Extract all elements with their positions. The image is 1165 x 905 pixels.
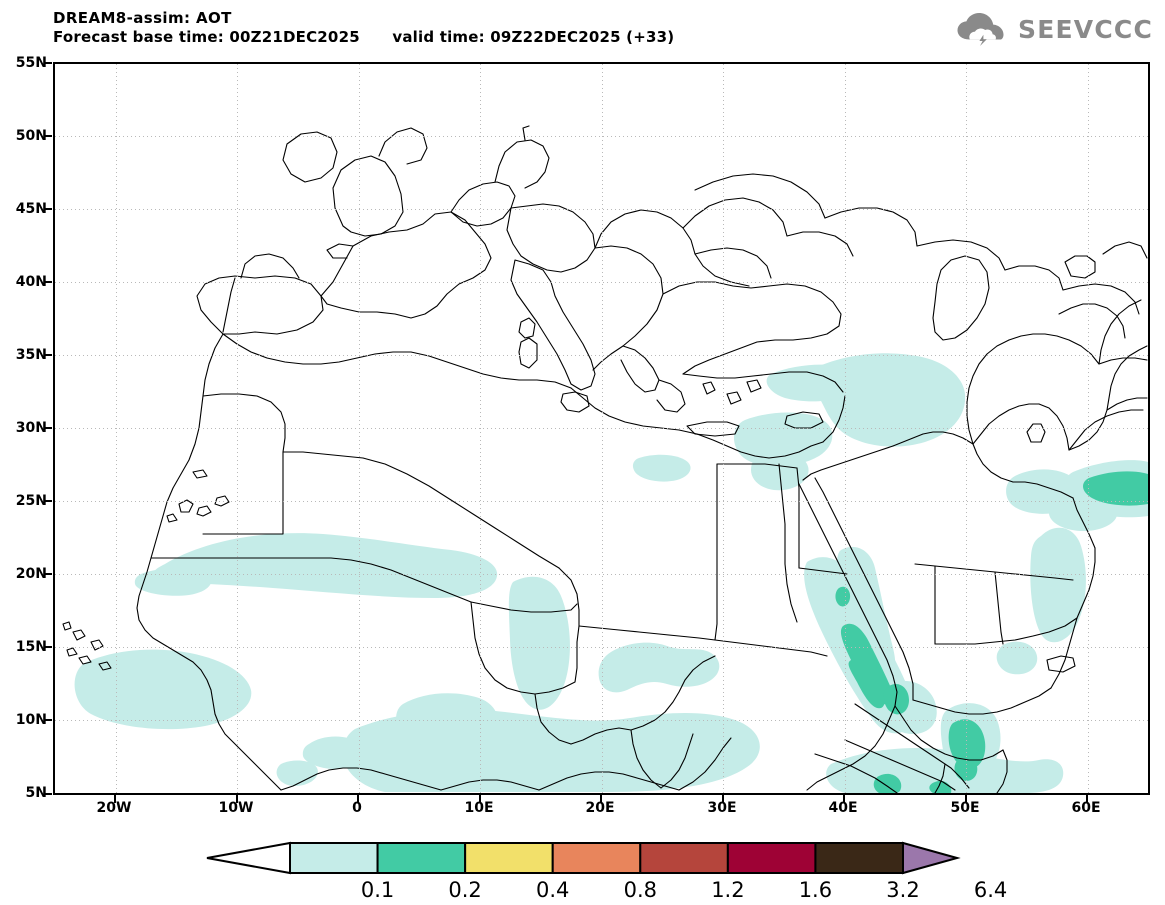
colorbar-tick-0p1: 0.1	[360, 878, 395, 902]
ytick-mark	[44, 208, 52, 210]
gridline-horizontal	[55, 428, 1148, 429]
aot-map	[62, 125, 1148, 793]
xtick-label-10w: 10W	[218, 800, 254, 816]
ytick-label-45n: 45N	[15, 201, 47, 217]
xtick-mark	[600, 795, 602, 803]
map-plot-area[interactable]	[53, 62, 1150, 795]
xtick-label-60e: 60E	[1071, 800, 1101, 816]
ytick-label-15n: 15N	[15, 639, 47, 655]
xtick-label-30e: 30E	[707, 800, 737, 816]
colorbar-under-cap	[206, 841, 291, 875]
xtick-label-10e: 10E	[464, 800, 494, 816]
colorbar-swatch	[289, 842, 379, 874]
xtick-mark	[843, 795, 845, 803]
gridline-horizontal	[55, 355, 1148, 356]
ytick-mark	[44, 135, 52, 137]
gridline-horizontal	[55, 720, 1148, 721]
gridline-horizontal	[55, 574, 1148, 575]
title-block: DREAM8-assim: AOT Forecast base time: 00…	[53, 9, 674, 47]
colorbar-graphic	[206, 841, 961, 875]
colorbar-over-cap	[902, 841, 961, 875]
xtick-label-40e: 40E	[828, 800, 858, 816]
gridline-horizontal	[55, 501, 1148, 502]
xtick-mark	[965, 795, 967, 803]
ytick-label-20n: 20N	[15, 566, 47, 582]
colorbar-tick-6p4: 6.4	[973, 878, 1008, 902]
ytick-label-55n: 55N	[15, 55, 47, 71]
colorbar[interactable]: 0.1 0.2 0.4 0.8 1.2 1.6 3.2 6.4	[0, 838, 1165, 902]
xtick-label-20e: 20E	[585, 800, 615, 816]
xtick-label-0: 0	[352, 800, 362, 816]
xtick-mark	[236, 795, 238, 803]
ytick-label-35n: 35N	[15, 347, 47, 363]
model-title: DREAM8-assim: AOT	[53, 9, 232, 27]
xtick-mark	[722, 795, 724, 803]
forecast-time-line: Forecast base time: 00Z21DEC2025 valid t…	[53, 28, 675, 46]
ytick-label-30n: 30N	[15, 420, 47, 436]
ytick-mark	[44, 354, 52, 356]
ytick-label-10n: 10N	[15, 712, 47, 728]
ytick-label-5n: 5N	[25, 785, 47, 801]
xtick-mark	[479, 795, 481, 803]
ytick-label-40n: 40N	[15, 274, 47, 290]
colorbar-tick-0p2: 0.2	[448, 878, 482, 902]
ytick-mark	[44, 281, 52, 283]
colorbar-swatch	[464, 842, 554, 874]
xtick-mark	[114, 795, 116, 803]
ytick-label-50n: 50N	[15, 128, 47, 144]
colorbar-swatch	[639, 842, 729, 874]
gridline-horizontal	[55, 209, 1148, 210]
colorbar-cells	[289, 842, 904, 874]
ytick-mark	[44, 793, 52, 795]
xtick-mark	[1086, 795, 1088, 803]
colorbar-tick-1p2: 1.2	[711, 878, 745, 902]
chart-header: DREAM8-assim: AOT Forecast base time: 00…	[0, 0, 1165, 56]
ytick-mark	[44, 646, 52, 648]
logo-text: SEEVCCC	[1018, 14, 1153, 44]
gridline-horizontal	[55, 282, 1148, 283]
cloud-icon	[957, 13, 1004, 46]
colorbar-tick-3p2: 3.2	[886, 878, 920, 902]
colorbar-swatch	[726, 842, 817, 874]
ytick-mark	[44, 427, 52, 429]
coastline-layer	[62, 125, 1148, 793]
ytick-mark	[44, 500, 52, 502]
gridline-horizontal	[55, 647, 1148, 648]
seevccc-logo: SEEVCCC	[955, 10, 1153, 48]
colorbar-tick-1p6: 1.6	[798, 878, 833, 902]
colorbar-tick-0p4: 0.4	[535, 878, 570, 902]
colorbar-swatch	[551, 842, 642, 874]
colorbar-swatch	[814, 842, 904, 874]
ytick-mark	[44, 573, 52, 575]
xtick-label-20w: 20W	[96, 800, 132, 816]
xtick-mark	[357, 795, 359, 803]
ytick-mark	[44, 719, 52, 721]
colorbar-tick-0p8: 0.8	[623, 878, 657, 902]
aot-contour-fill	[74, 353, 1148, 793]
colorbar-swatch	[376, 842, 467, 874]
gridline-horizontal	[55, 136, 1148, 137]
ytick-label-25n: 25N	[15, 493, 47, 509]
ytick-mark	[44, 62, 52, 64]
xtick-label-50e: 50E	[950, 800, 980, 816]
